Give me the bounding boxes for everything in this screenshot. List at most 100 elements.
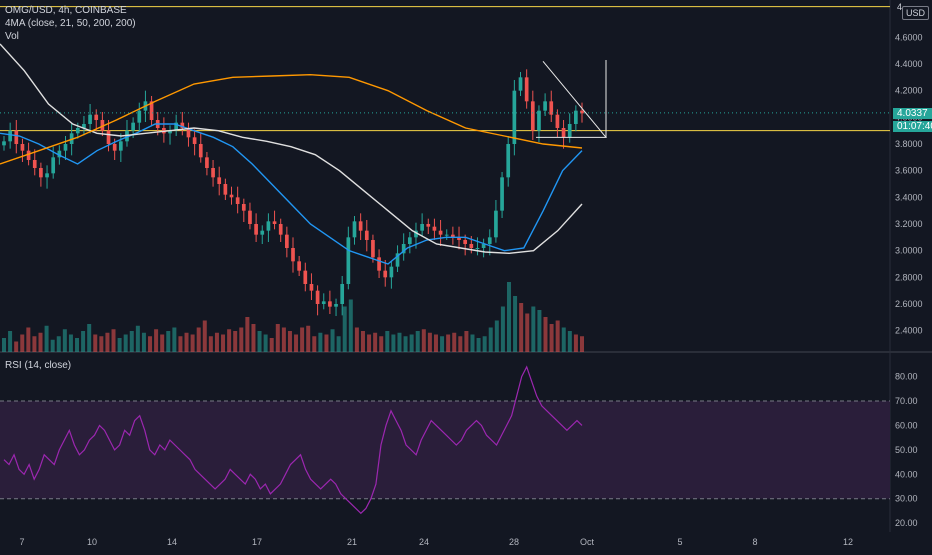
candle-body bbox=[272, 221, 277, 224]
candle-body bbox=[340, 284, 345, 304]
candle-body bbox=[561, 128, 566, 138]
volume-bar bbox=[300, 327, 305, 352]
volume-bar bbox=[549, 324, 554, 352]
volume-bar bbox=[221, 334, 226, 352]
candle-body bbox=[407, 237, 412, 244]
volume-bar bbox=[415, 331, 420, 352]
volume-bar bbox=[50, 339, 55, 352]
candle-body bbox=[51, 157, 56, 174]
candle-body bbox=[494, 210, 498, 238]
candle-body bbox=[574, 110, 578, 124]
volume-bar bbox=[87, 324, 92, 352]
price-tick-label: 3.8000 bbox=[895, 139, 923, 149]
candle-body bbox=[94, 114, 99, 120]
candle-body bbox=[438, 230, 443, 235]
volume-bar bbox=[178, 336, 183, 352]
volume-bar bbox=[318, 332, 323, 352]
currency-badge[interactable]: USD bbox=[902, 6, 930, 20]
volume-bar bbox=[543, 317, 548, 352]
x-axis-tick-label: 21 bbox=[347, 537, 357, 547]
candle-body bbox=[303, 270, 308, 284]
candle-body bbox=[352, 221, 357, 238]
rsi-tick-label: 20.00 bbox=[895, 518, 918, 528]
candle-body bbox=[469, 244, 474, 248]
volume-bar bbox=[336, 336, 341, 352]
price-tick-label: 4.2000 bbox=[895, 86, 923, 96]
volume-bar bbox=[75, 338, 80, 352]
volume-bar bbox=[196, 327, 201, 352]
candle-body bbox=[389, 266, 394, 278]
candle-body bbox=[45, 173, 49, 178]
volume-bar bbox=[494, 320, 499, 352]
candle-body bbox=[174, 122, 179, 131]
candle-body bbox=[555, 114, 560, 128]
volume-bar bbox=[500, 306, 505, 352]
volume-bar bbox=[202, 320, 207, 352]
price-tick-label: 2.6000 bbox=[895, 299, 923, 309]
candle-body bbox=[580, 110, 584, 114]
rsi-tick-label: 80.00 bbox=[895, 372, 918, 382]
x-axis-tick-label: 24 bbox=[419, 537, 429, 547]
x-axis-tick-label: 14 bbox=[167, 537, 177, 547]
volume-bar bbox=[172, 327, 177, 352]
rsi-tick-label: 40.00 bbox=[895, 469, 918, 479]
volume-bar bbox=[506, 282, 511, 352]
volume-bar bbox=[62, 329, 67, 352]
x-axis-tick-label: 12 bbox=[843, 537, 853, 547]
candle-body bbox=[26, 150, 31, 160]
candle-body bbox=[537, 110, 541, 131]
candle-body bbox=[180, 122, 185, 128]
candle-body bbox=[118, 141, 123, 151]
volume-bar bbox=[117, 338, 122, 352]
candle-body bbox=[463, 240, 468, 244]
volume-bar bbox=[99, 336, 104, 352]
candle-body bbox=[112, 144, 117, 151]
volume-bar bbox=[32, 336, 37, 352]
candle-body bbox=[371, 240, 375, 258]
volume-bar bbox=[287, 331, 292, 352]
volume-bar bbox=[373, 332, 378, 352]
volume-bar bbox=[427, 332, 432, 352]
rsi-band bbox=[0, 401, 890, 499]
candle-body bbox=[395, 253, 400, 267]
volume-bar bbox=[141, 332, 146, 352]
volume-bar bbox=[440, 336, 445, 352]
candle-body bbox=[377, 257, 381, 271]
candle-body bbox=[285, 234, 289, 248]
volume-bar bbox=[464, 331, 469, 352]
candle-body bbox=[241, 204, 246, 211]
candle-body bbox=[334, 304, 338, 307]
rsi-tick-label: 30.00 bbox=[895, 494, 918, 504]
volume-bar bbox=[257, 331, 262, 352]
volume-bar bbox=[208, 336, 213, 352]
candle-body bbox=[211, 168, 215, 178]
candle-body bbox=[254, 224, 258, 235]
volume-bar bbox=[20, 334, 25, 352]
volume-bar bbox=[129, 331, 134, 352]
volume-bar bbox=[573, 334, 578, 352]
volume-bar bbox=[367, 334, 372, 352]
candle-body bbox=[530, 101, 535, 131]
volume-bar bbox=[433, 334, 438, 352]
price-tick-label: 3.0000 bbox=[895, 246, 923, 256]
candle-body bbox=[457, 237, 461, 240]
volume-bar bbox=[233, 331, 238, 352]
x-axis-tick-label: 5 bbox=[677, 537, 682, 547]
volume-bar bbox=[348, 299, 353, 352]
candle-body bbox=[198, 144, 203, 158]
x-axis-tick-label: 8 bbox=[752, 537, 757, 547]
candle-body bbox=[131, 122, 135, 131]
volume-bar bbox=[14, 341, 19, 352]
candle-body bbox=[543, 101, 547, 111]
x-axis-tick-label: Oct bbox=[580, 537, 595, 547]
candle-body bbox=[88, 114, 92, 124]
volume-bar bbox=[452, 332, 457, 352]
x-axis-tick-label: 7 bbox=[19, 537, 24, 547]
volume-bar bbox=[397, 332, 402, 352]
x-axis-tick-label: 10 bbox=[87, 537, 97, 547]
candle-body bbox=[137, 110, 142, 123]
candle-body bbox=[383, 270, 388, 278]
volume-bar bbox=[555, 320, 560, 352]
